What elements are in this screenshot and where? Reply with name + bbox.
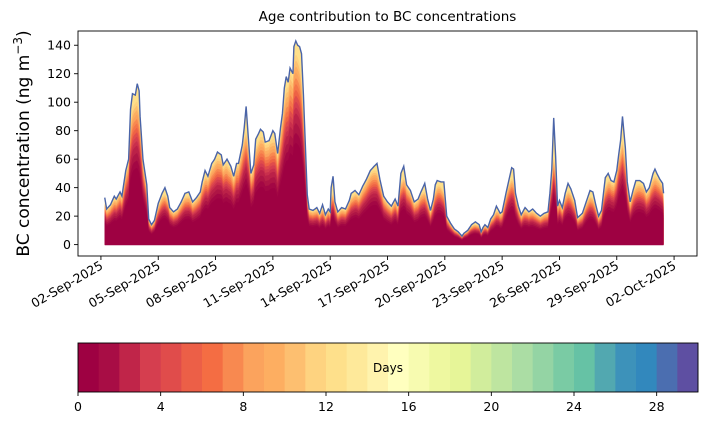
colorbar-swatch (367, 343, 389, 392)
colorbar-swatch (429, 343, 451, 392)
total-bc-line (104, 39, 665, 238)
colorbar-swatch (160, 343, 182, 392)
colorbar-swatch (450, 343, 472, 392)
colorbar-swatch (491, 343, 513, 392)
colorbar-tick-label: 0 (74, 399, 82, 414)
age-layers (104, 40, 664, 245)
colorbar-swatch (78, 343, 100, 392)
y-tick-label: 20 (55, 209, 71, 224)
colorbar-swatch (388, 343, 410, 392)
y-tick-label: 120 (47, 66, 71, 81)
colorbar-tick-label: 4 (157, 399, 165, 414)
colorbar-swatch (140, 343, 162, 392)
colorbar-swatch (594, 343, 616, 392)
colorbar-tick-label: 24 (566, 399, 582, 414)
y-tick-label: 0 (63, 237, 71, 252)
colorbar-swatch (636, 343, 658, 392)
colorbar-tick-label: 12 (318, 399, 334, 414)
colorbar-frame (77, 342, 699, 393)
colorbar-swatch (243, 343, 265, 392)
colorbar-swatch (202, 343, 224, 392)
colorbar-swatch (574, 343, 596, 392)
colorbar-swatch (264, 343, 286, 392)
colorbar-swatch (532, 343, 554, 392)
age-layer-14 (104, 142, 664, 245)
colorbar-swatch (326, 343, 348, 392)
colorbar-tick-label: 28 (649, 399, 665, 414)
colorbar-swatch (656, 343, 678, 392)
colorbar-swatch (470, 343, 492, 392)
colorbar-tick-label: 8 (239, 399, 247, 414)
colorbar-swatch (305, 343, 327, 392)
y-axis-label: BC concentration (ng m−3) (11, 30, 34, 256)
area-chart: Age contribution to BC concentrations 0 20… (11, 9, 698, 311)
colorbar-swatch (222, 343, 244, 392)
colorbar-swatch (553, 343, 575, 392)
colorbar-swatch (98, 343, 120, 392)
y-tick-label: 140 (47, 38, 71, 53)
y-tick-label: 60 (55, 152, 71, 167)
y-tick-label: 40 (55, 180, 71, 195)
colorbar-swatch (181, 343, 203, 392)
colorbar: 0 4 8 12 16 20 24 28 Days (74, 342, 699, 414)
colorbar-swatch (119, 343, 141, 392)
colorbar-swatch (346, 343, 368, 392)
colorbar-tick-label: 16 (401, 399, 417, 414)
y-tick-label: 100 (47, 95, 71, 110)
colorbar-swatch (512, 343, 534, 392)
chart-title: Age contribution to BC concentrations (259, 9, 517, 25)
colorbar-swatch (408, 343, 430, 392)
colorbar-tick-label: 20 (483, 399, 499, 414)
colorbar-label: Days (373, 361, 403, 375)
colorbar-swatch (615, 343, 637, 392)
y-tick-label: 80 (55, 123, 71, 138)
colorbar-swatch (284, 343, 306, 392)
colorbar-swatch (677, 343, 699, 392)
